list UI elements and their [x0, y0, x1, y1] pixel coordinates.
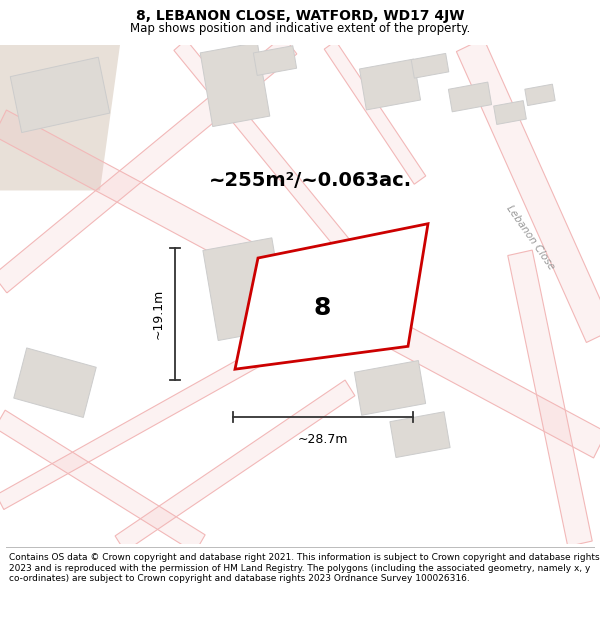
Polygon shape	[411, 53, 449, 78]
Text: ~255m²/~0.063ac.: ~255m²/~0.063ac.	[208, 171, 412, 189]
Polygon shape	[10, 58, 110, 132]
Polygon shape	[0, 410, 205, 552]
Text: ~28.7m: ~28.7m	[298, 432, 348, 446]
Polygon shape	[0, 45, 120, 191]
Polygon shape	[174, 39, 356, 258]
Polygon shape	[508, 250, 592, 546]
Text: Map shows position and indicative extent of the property.: Map shows position and indicative extent…	[130, 22, 470, 35]
Polygon shape	[448, 82, 491, 112]
Polygon shape	[390, 412, 450, 458]
Polygon shape	[115, 380, 355, 552]
Text: Lebanon Close: Lebanon Close	[504, 203, 556, 271]
Polygon shape	[14, 348, 96, 418]
Polygon shape	[457, 38, 600, 342]
Polygon shape	[253, 46, 296, 76]
Polygon shape	[200, 42, 270, 126]
Polygon shape	[203, 238, 287, 341]
Text: Contains OS data © Crown copyright and database right 2021. This information is : Contains OS data © Crown copyright and d…	[9, 554, 599, 583]
Polygon shape	[494, 101, 526, 124]
Text: 8: 8	[314, 296, 331, 319]
Polygon shape	[0, 36, 297, 293]
Text: ~19.1m: ~19.1m	[152, 289, 165, 339]
Polygon shape	[355, 361, 425, 415]
Polygon shape	[359, 59, 421, 110]
Polygon shape	[235, 224, 428, 369]
Polygon shape	[525, 84, 555, 106]
Polygon shape	[0, 349, 264, 509]
Text: 8, LEBANON CLOSE, WATFORD, WD17 4JW: 8, LEBANON CLOSE, WATFORD, WD17 4JW	[136, 9, 464, 23]
Polygon shape	[0, 110, 600, 458]
Polygon shape	[324, 41, 426, 184]
